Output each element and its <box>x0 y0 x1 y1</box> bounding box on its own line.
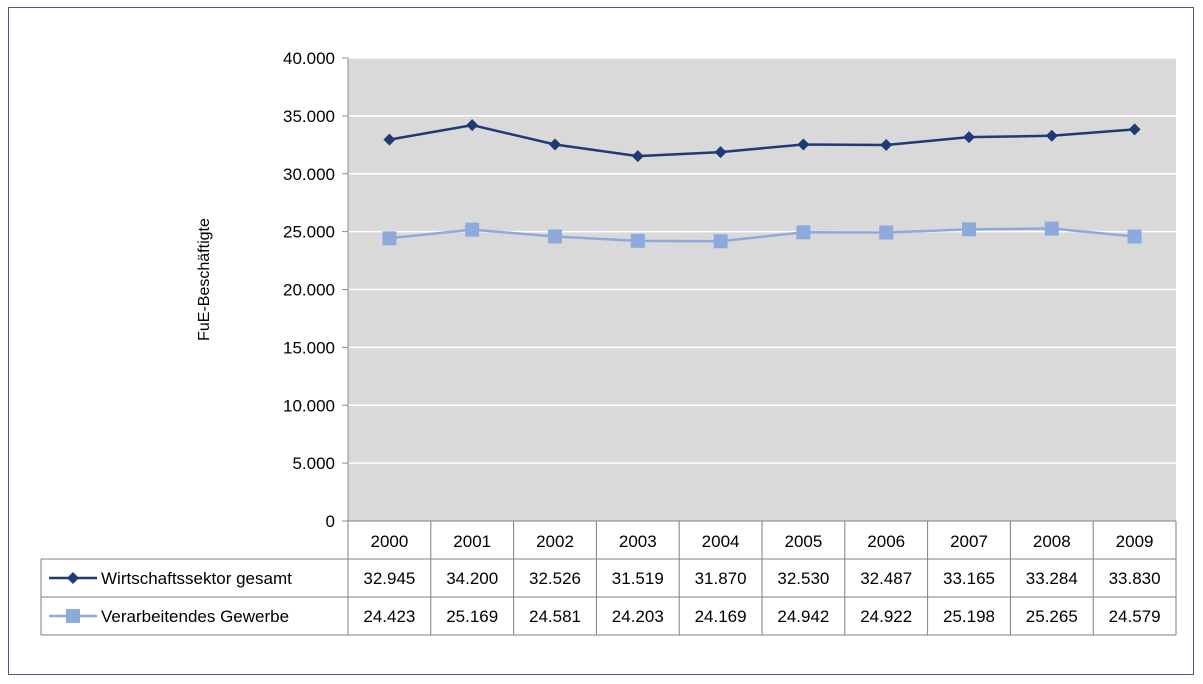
table-value-cell: 31.519 <box>612 569 664 588</box>
square-marker <box>1044 221 1059 236</box>
y-tick-label: 25.000 <box>283 223 335 242</box>
square-marker <box>962 222 976 237</box>
square-marker <box>796 225 811 240</box>
gridlines <box>348 57 1176 464</box>
square-marker <box>1127 229 1142 244</box>
legend-diamond-marker <box>67 572 79 584</box>
table-value-cell: 24.942 <box>777 607 829 626</box>
table-value-cell: 24.579 <box>1109 607 1161 626</box>
series-line <box>389 227 1135 243</box>
table-value-cell: 34.200 <box>446 569 498 588</box>
table-value-cell: 24.169 <box>695 607 747 626</box>
diamond-marker <box>1128 123 1141 136</box>
diamond-marker <box>383 133 396 146</box>
diamond-marker <box>963 131 975 144</box>
table-value-cell: 24.581 <box>529 607 581 626</box>
diamond-marker <box>797 138 810 151</box>
legend-series-name: Verarbeitendes Gewerbe <box>101 607 289 626</box>
square-marker <box>879 225 894 240</box>
table-value-cell: 33.165 <box>943 569 995 588</box>
series-lines <box>382 119 1142 249</box>
x-category-label: 2007 <box>950 532 988 551</box>
square-marker <box>548 229 562 244</box>
diamond-marker <box>880 138 893 151</box>
y-axis: 0 5.000 10.000 15.000 20.000 25.000 30.000 35.0… <box>283 49 349 531</box>
table-value-cell: 25.265 <box>1026 607 1078 626</box>
square-marker <box>630 233 645 248</box>
legend-series-name: Wirtschaftssektor gesamt <box>101 569 292 588</box>
x-category-label: 2005 <box>784 532 822 551</box>
x-category-label: 2008 <box>1033 532 1071 551</box>
table-value-cell: 24.203 <box>612 607 664 626</box>
square-marker <box>382 231 397 246</box>
y-tick-label: 20.000 <box>283 281 335 300</box>
diamond-marker <box>466 119 479 132</box>
y-tick-label: 5.000 <box>292 454 335 473</box>
y-tick-label: 35.000 <box>283 107 335 126</box>
diamond-marker <box>631 150 644 163</box>
table-value-cell: 33.284 <box>1026 569 1078 588</box>
table-value-cell: 25.169 <box>446 607 498 626</box>
series-line <box>389 123 1135 158</box>
legend-square-marker <box>66 609 80 623</box>
y-tick-label: 30.000 <box>283 165 335 184</box>
data-table: 2000 2001 2002 2003 2004 2005 2006 2007 2008 2009… <box>40 520 1177 636</box>
x-category-label: 2000 <box>370 532 408 551</box>
y-tick-label: 0 <box>326 512 335 531</box>
y-axis-title: FuE-Beschäftigte <box>196 218 213 341</box>
x-category-label: 2009 <box>1116 532 1154 551</box>
x-category-label: 2001 <box>453 532 491 551</box>
table-value-cell: 25.198 <box>943 607 995 626</box>
x-category-label: 2004 <box>702 532 740 551</box>
diamond-marker <box>1045 129 1058 142</box>
square-marker <box>465 222 480 237</box>
table-value-cell: 32.487 <box>860 569 912 588</box>
diamond-marker <box>549 138 561 151</box>
x-category-label: 2003 <box>619 532 657 551</box>
table-value-cell: 32.526 <box>529 569 581 588</box>
table-value-cell: 31.870 <box>695 569 747 588</box>
diamond-marker <box>714 146 727 159</box>
y-tick-label: 10.000 <box>283 396 335 415</box>
square-marker <box>713 234 728 249</box>
y-tick-label: 40.000 <box>283 49 335 68</box>
x-category-label: 2006 <box>867 532 905 551</box>
y-tick-label: 15.000 <box>283 338 335 357</box>
chart-frame: 0 5.000 10.000 15.000 20.000 25.000 30.000 35.0… <box>8 7 1194 675</box>
table-value-cell: 32.530 <box>777 569 829 588</box>
table-value-cell: 32.945 <box>363 569 415 588</box>
table-value-cell: 33.830 <box>1109 569 1161 588</box>
table-value-cell: 24.922 <box>860 607 912 626</box>
x-category-label: 2002 <box>536 532 574 551</box>
line-chart: 0 5.000 10.000 15.000 20.000 25.000 30.000 35.0… <box>40 49 1177 636</box>
table-value-cell: 24.423 <box>363 607 415 626</box>
